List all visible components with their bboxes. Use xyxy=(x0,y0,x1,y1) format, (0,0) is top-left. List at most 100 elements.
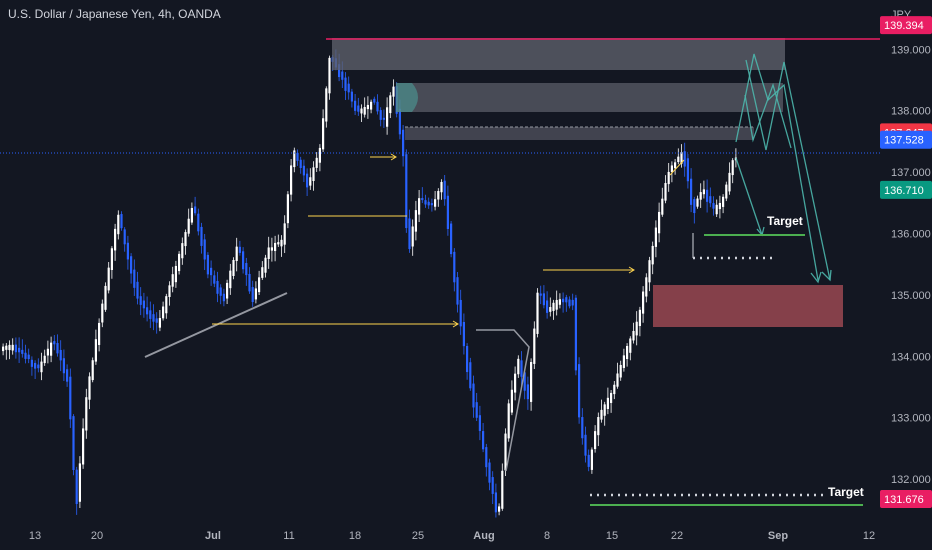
candle-body-163 xyxy=(523,372,526,391)
candle-body-133 xyxy=(427,201,430,206)
candle-body-126 xyxy=(405,154,408,229)
candle-body-155 xyxy=(498,506,501,512)
price-badge-bg-4 xyxy=(880,180,932,199)
candle-body-162 xyxy=(520,360,523,377)
price-tick-3: 136.000 xyxy=(891,229,931,241)
candle-body-140 xyxy=(450,223,453,255)
candle-body-208 xyxy=(667,171,670,185)
candle-body-46 xyxy=(149,310,152,319)
candle-body-196 xyxy=(629,338,632,353)
candle-body-130 xyxy=(418,198,421,215)
candle-body-210 xyxy=(674,162,677,169)
support-trendline[interactable] xyxy=(144,292,288,358)
candle-body-23 xyxy=(75,469,78,504)
candle-body-200 xyxy=(642,291,645,314)
candle-body-95 xyxy=(306,173,309,188)
time-tick-1: 20 xyxy=(91,530,103,542)
candle-body-113 xyxy=(363,107,366,115)
candle-body-199 xyxy=(638,309,641,327)
candle-body-198 xyxy=(635,321,638,336)
candle-body-216 xyxy=(693,199,696,214)
candle-body-128 xyxy=(411,226,414,247)
candle-body-212 xyxy=(680,152,683,164)
candle-body-101 xyxy=(325,88,328,122)
candle-body-91 xyxy=(293,150,296,168)
projection-paths[interactable] xyxy=(735,53,832,284)
candle-body-96 xyxy=(309,177,312,186)
candle-body-98 xyxy=(315,157,318,168)
candle-body-129 xyxy=(414,210,417,232)
candle-body-179 xyxy=(574,297,577,371)
supply-zone-upper[interactable] xyxy=(332,38,785,70)
candle-body-118 xyxy=(379,110,382,120)
candle-body-43 xyxy=(139,296,142,305)
candle-body-27 xyxy=(88,376,91,400)
candle-body-146 xyxy=(469,362,472,389)
time-tick-6: Aug xyxy=(473,530,494,542)
candle-body-17 xyxy=(56,343,59,354)
price-tick-5: 134.000 xyxy=(891,351,931,363)
candle-body-58 xyxy=(187,218,190,234)
candle-body-8 xyxy=(27,354,30,360)
candle-body-81 xyxy=(261,267,264,278)
candle-body-154 xyxy=(494,492,497,513)
candle-body-165 xyxy=(530,362,533,402)
candle-body-205 xyxy=(658,211,661,234)
candle-body-62 xyxy=(200,226,203,246)
candle-body-224 xyxy=(718,202,721,210)
candle-body-22 xyxy=(72,416,75,470)
candle-body-148 xyxy=(475,402,478,418)
candle-body-188 xyxy=(603,404,606,416)
candle-body-16 xyxy=(53,341,56,345)
candle-body-202 xyxy=(648,260,651,283)
candle-body-109 xyxy=(350,91,353,102)
candle-body-5 xyxy=(18,347,21,353)
candle-body-2 xyxy=(8,344,11,351)
candle-body-164 xyxy=(526,384,529,400)
price-badge-bg-5 xyxy=(880,490,932,509)
candle-body-206 xyxy=(661,198,664,215)
candle-body-193 xyxy=(619,364,622,378)
candle-body-56 xyxy=(181,243,184,259)
candle-body-135 xyxy=(434,199,437,207)
candle-body-180 xyxy=(578,364,581,418)
candle-body-85 xyxy=(274,242,277,252)
candle-body-54 xyxy=(174,265,177,283)
candle-body-1 xyxy=(5,345,8,350)
candle-body-120 xyxy=(386,107,389,127)
candle-body-187 xyxy=(600,409,603,420)
price-tick-0: 139.000 xyxy=(891,44,931,56)
candle-body-37 xyxy=(120,214,123,229)
candle-body-114 xyxy=(366,104,369,110)
candle-body-86 xyxy=(277,242,280,245)
demand-zone[interactable] xyxy=(653,285,843,327)
candle-body-90 xyxy=(290,165,293,195)
candle-body-177 xyxy=(568,299,571,307)
candle-body-29 xyxy=(94,339,97,362)
candle-body-6 xyxy=(21,349,24,354)
candle-body-178 xyxy=(571,299,574,306)
candle-body-10 xyxy=(34,362,37,369)
candle-body-9 xyxy=(30,359,33,367)
price-badge-bg-0 xyxy=(880,16,932,35)
supply-zone-lower[interactable] xyxy=(405,127,754,140)
supply-zone-middle[interactable] xyxy=(396,83,783,112)
candle-body-134 xyxy=(430,203,433,206)
candle-body-223 xyxy=(715,204,718,215)
candle-body-36 xyxy=(117,214,120,235)
candle-body-211 xyxy=(677,156,680,163)
price-tick-2: 137.000 xyxy=(891,167,931,179)
candle-body-65 xyxy=(210,267,213,276)
candle-body-132 xyxy=(424,200,427,205)
price-tick-1: 138.000 xyxy=(891,106,931,118)
candle-body-170 xyxy=(546,300,549,313)
candle-body-39 xyxy=(126,242,129,260)
candle-body-225 xyxy=(722,196,725,207)
price-range-shape[interactable] xyxy=(476,329,530,472)
yellow-arrows[interactable] xyxy=(212,153,685,328)
time-axis[interactable]: 13 20 Jul 11 18 25 Aug 8 15 22 Sep 12 xyxy=(29,530,875,542)
candle-body-55 xyxy=(178,253,181,272)
